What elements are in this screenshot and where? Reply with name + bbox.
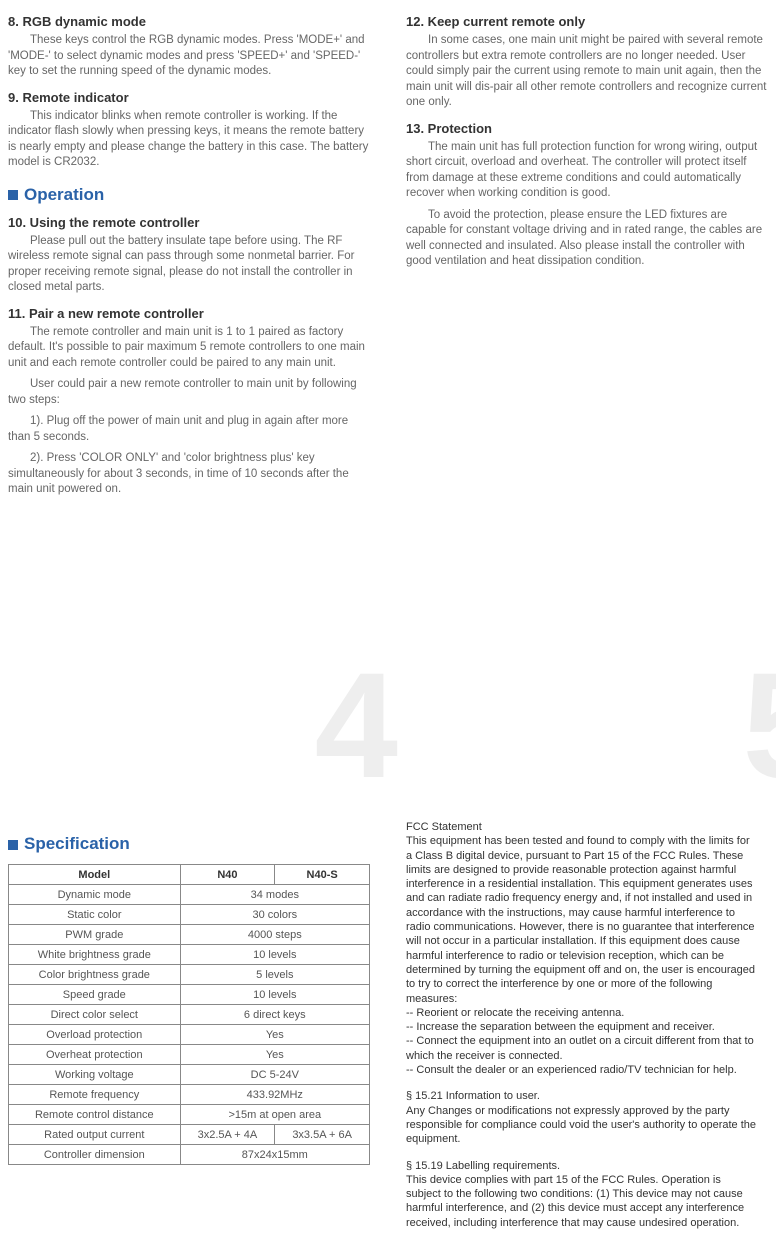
spec-header-n40s: N40-S xyxy=(275,865,370,885)
spec-row: Static color30 colors xyxy=(9,905,370,925)
bottom-left: Specification Model N40 N40-S Dynamic mo… xyxy=(0,790,388,1242)
spec-row-label: Dynamic mode xyxy=(9,885,181,905)
heading-sec8: 8. RGB dynamic mode xyxy=(8,14,370,29)
spec-row-rated: Rated output current3x2.5A + 4A3x3.5A + … xyxy=(9,1125,370,1145)
spec-row-label: Direct color select xyxy=(9,1005,181,1025)
heading-sec10: 10. Using the remote controller xyxy=(8,215,370,230)
spec-row-value: Yes xyxy=(180,1025,369,1045)
fcc-measure-4: -- Consult the dealer or an experienced … xyxy=(406,1063,758,1077)
spec-table: Model N40 N40-S Dynamic mode34 modesStat… xyxy=(8,864,370,1165)
spec-row-label: Remote control distance xyxy=(9,1105,181,1125)
spec-row-label: Working voltage xyxy=(9,1065,181,1085)
fcc-measure-3: -- Connect the equipment into an outlet … xyxy=(406,1034,758,1063)
spec-row-label: Static color xyxy=(9,905,181,925)
paragraph-sec11-2: User could pair a new remote controller … xyxy=(8,377,370,408)
spec-row-value: 10 levels xyxy=(180,985,369,1005)
spec-header-n40: N40 xyxy=(180,865,275,885)
spec-row: Overload protectionYes xyxy=(9,1025,370,1045)
spec-row-value: 30 colors xyxy=(180,905,369,925)
paragraph-sec11-4: 2). Press 'COLOR ONLY' and 'color bright… xyxy=(8,451,370,498)
paragraph-sec12: In some cases, one main unit might be pa… xyxy=(406,33,768,111)
spec-row: Overheat protectionYes xyxy=(9,1045,370,1065)
spec-rated-n40: 3x2.5A + 4A xyxy=(180,1125,275,1145)
fcc-block: FCC Statement This equipment has been te… xyxy=(388,790,776,1242)
spec-row: PWM grade4000 steps xyxy=(9,925,370,945)
spec-row-value: 4000 steps xyxy=(180,925,369,945)
spec-header-model: Model xyxy=(9,865,181,885)
fcc-1521-body: Any Changes or modifications not express… xyxy=(406,1104,758,1147)
spec-row-value: Yes xyxy=(180,1045,369,1065)
spec-row-value: DC 5-24V xyxy=(180,1065,369,1085)
spec-row-label: PWM grade xyxy=(9,925,181,945)
spec-row: Direct color select6 direct keys xyxy=(9,1005,370,1025)
spec-row-label: Speed grade xyxy=(9,985,181,1005)
spec-row-label: Controller dimension xyxy=(9,1145,181,1165)
spec-row: White brightness grade10 levels xyxy=(9,945,370,965)
spec-row-value: >15m at open area xyxy=(180,1105,369,1125)
column-left: 8. RGB dynamic mode These keys control t… xyxy=(0,0,388,790)
fcc-measure-1: -- Reorient or relocate the receiving an… xyxy=(406,1006,758,1020)
spec-row-value: 433.92MHz xyxy=(180,1085,369,1105)
spec-row: Remote frequency433.92MHz xyxy=(9,1085,370,1105)
spec-row-label: Rated output current xyxy=(9,1125,181,1145)
spec-header-row: Model N40 N40-S xyxy=(9,865,370,885)
fcc-1521-heading: § 15.21 Information to user. xyxy=(406,1089,758,1103)
spec-row-label: White brightness grade xyxy=(9,945,181,965)
section-operation: Operation xyxy=(8,185,370,205)
spec-row-label: Remote frequency xyxy=(9,1085,181,1105)
paragraph-sec13-2: To avoid the protection, please ensure t… xyxy=(406,208,768,270)
heading-sec11: 11. Pair a new remote controller xyxy=(8,306,370,321)
paragraph-sec10: Please pull out the battery insulate tap… xyxy=(8,234,370,296)
page: 8. RGB dynamic mode These keys control t… xyxy=(0,0,776,1242)
fcc-1519-heading: § 15.19 Labelling requirements. xyxy=(406,1159,758,1173)
spec-row-dimension: Controller dimension87x24x15mm xyxy=(9,1145,370,1165)
spec-row: Remote control distance>15m at open area xyxy=(9,1105,370,1125)
heading-sec12: 12. Keep current remote only xyxy=(406,14,768,29)
paragraph-sec11-3: 1). Plug off the power of main unit and … xyxy=(8,414,370,445)
paragraph-sec11-1: The remote controller and main unit is 1… xyxy=(8,325,370,372)
fcc-heading: FCC Statement xyxy=(406,820,758,834)
spec-row-label: Overload protection xyxy=(9,1025,181,1045)
heading-sec9: 9. Remote indicator xyxy=(8,90,370,105)
paragraph-sec13-1: The main unit has full protection functi… xyxy=(406,140,768,202)
paragraph-sec9: This indicator blinks when remote contro… xyxy=(8,109,370,171)
spec-row: Color brightness grade5 levels xyxy=(9,965,370,985)
bottom-half: Specification Model N40 N40-S Dynamic mo… xyxy=(0,790,776,1242)
spec-row-value: 34 modes xyxy=(180,885,369,905)
spec-rated-n40s: 3x3.5A + 6A xyxy=(275,1125,370,1145)
heading-sec13: 13. Protection xyxy=(406,121,768,136)
spec-row-value: 10 levels xyxy=(180,945,369,965)
spec-row-label: Overheat protection xyxy=(9,1045,181,1065)
spec-row-value: 87x24x15mm xyxy=(180,1145,369,1165)
section-specification: Specification xyxy=(8,834,370,854)
page-number-4: 4 xyxy=(315,650,398,800)
spec-row: Speed grade10 levels xyxy=(9,985,370,1005)
top-half: 8. RGB dynamic mode These keys control t… xyxy=(0,0,776,790)
spec-row: Working voltageDC 5-24V xyxy=(9,1065,370,1085)
fcc-1519-body: This device complies with part 15 of the… xyxy=(406,1173,758,1230)
column-right: 12. Keep current remote only In some cas… xyxy=(388,0,776,790)
spec-row-value: 5 levels xyxy=(180,965,369,985)
spec-row: Dynamic mode34 modes xyxy=(9,885,370,905)
page-number-5: 5 xyxy=(743,650,776,800)
spec-row-value: 6 direct keys xyxy=(180,1005,369,1025)
fcc-paragraph-1: This equipment has been tested and found… xyxy=(406,834,758,1006)
spec-row-label: Color brightness grade xyxy=(9,965,181,985)
paragraph-sec8: These keys control the RGB dynamic modes… xyxy=(8,33,370,80)
fcc-measure-2: -- Increase the separation between the e… xyxy=(406,1020,758,1034)
